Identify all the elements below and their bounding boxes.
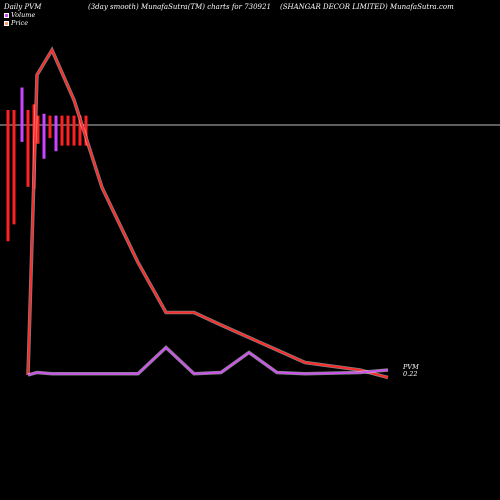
volume-bar — [26, 110, 30, 187]
pvm-line — [27, 346, 389, 376]
volume-bar — [20, 87, 24, 142]
volume-bar — [72, 115, 76, 146]
pvm-end-tag: PVM — [403, 363, 419, 371]
chart-title-middle: (3day smooth) MunafaSutra(TM) charts for… — [88, 3, 271, 11]
price-line-glow — [26, 46, 389, 380]
chart-title-right: (SHANGAR DECOR LIMITED) MunafaSutra.com — [280, 3, 454, 11]
price-line — [27, 47, 389, 379]
legend-volume-swatch — [4, 12, 9, 18]
volume-bar — [78, 115, 82, 146]
volume-bar — [66, 115, 70, 146]
legend-volume-label: Volume — [11, 11, 36, 19]
legend-price: Price — [4, 19, 28, 27]
volume-bar — [48, 115, 52, 139]
chart-title-left: Daily PVM — [4, 3, 42, 11]
volume-bar — [84, 115, 88, 146]
legend-volume: Volume — [4, 11, 35, 19]
legend-price-label: Price — [11, 19, 29, 27]
legend-price-swatch — [4, 20, 9, 26]
volume-bar — [54, 115, 58, 152]
volume-bar — [12, 110, 16, 225]
volume-bar — [42, 113, 46, 159]
volume-bar — [36, 115, 40, 144]
pvm-end-value: 0.22 — [403, 370, 418, 378]
volume-bar — [60, 115, 64, 146]
pvm-line-glow — [27, 345, 389, 377]
volume-bar — [6, 110, 10, 242]
